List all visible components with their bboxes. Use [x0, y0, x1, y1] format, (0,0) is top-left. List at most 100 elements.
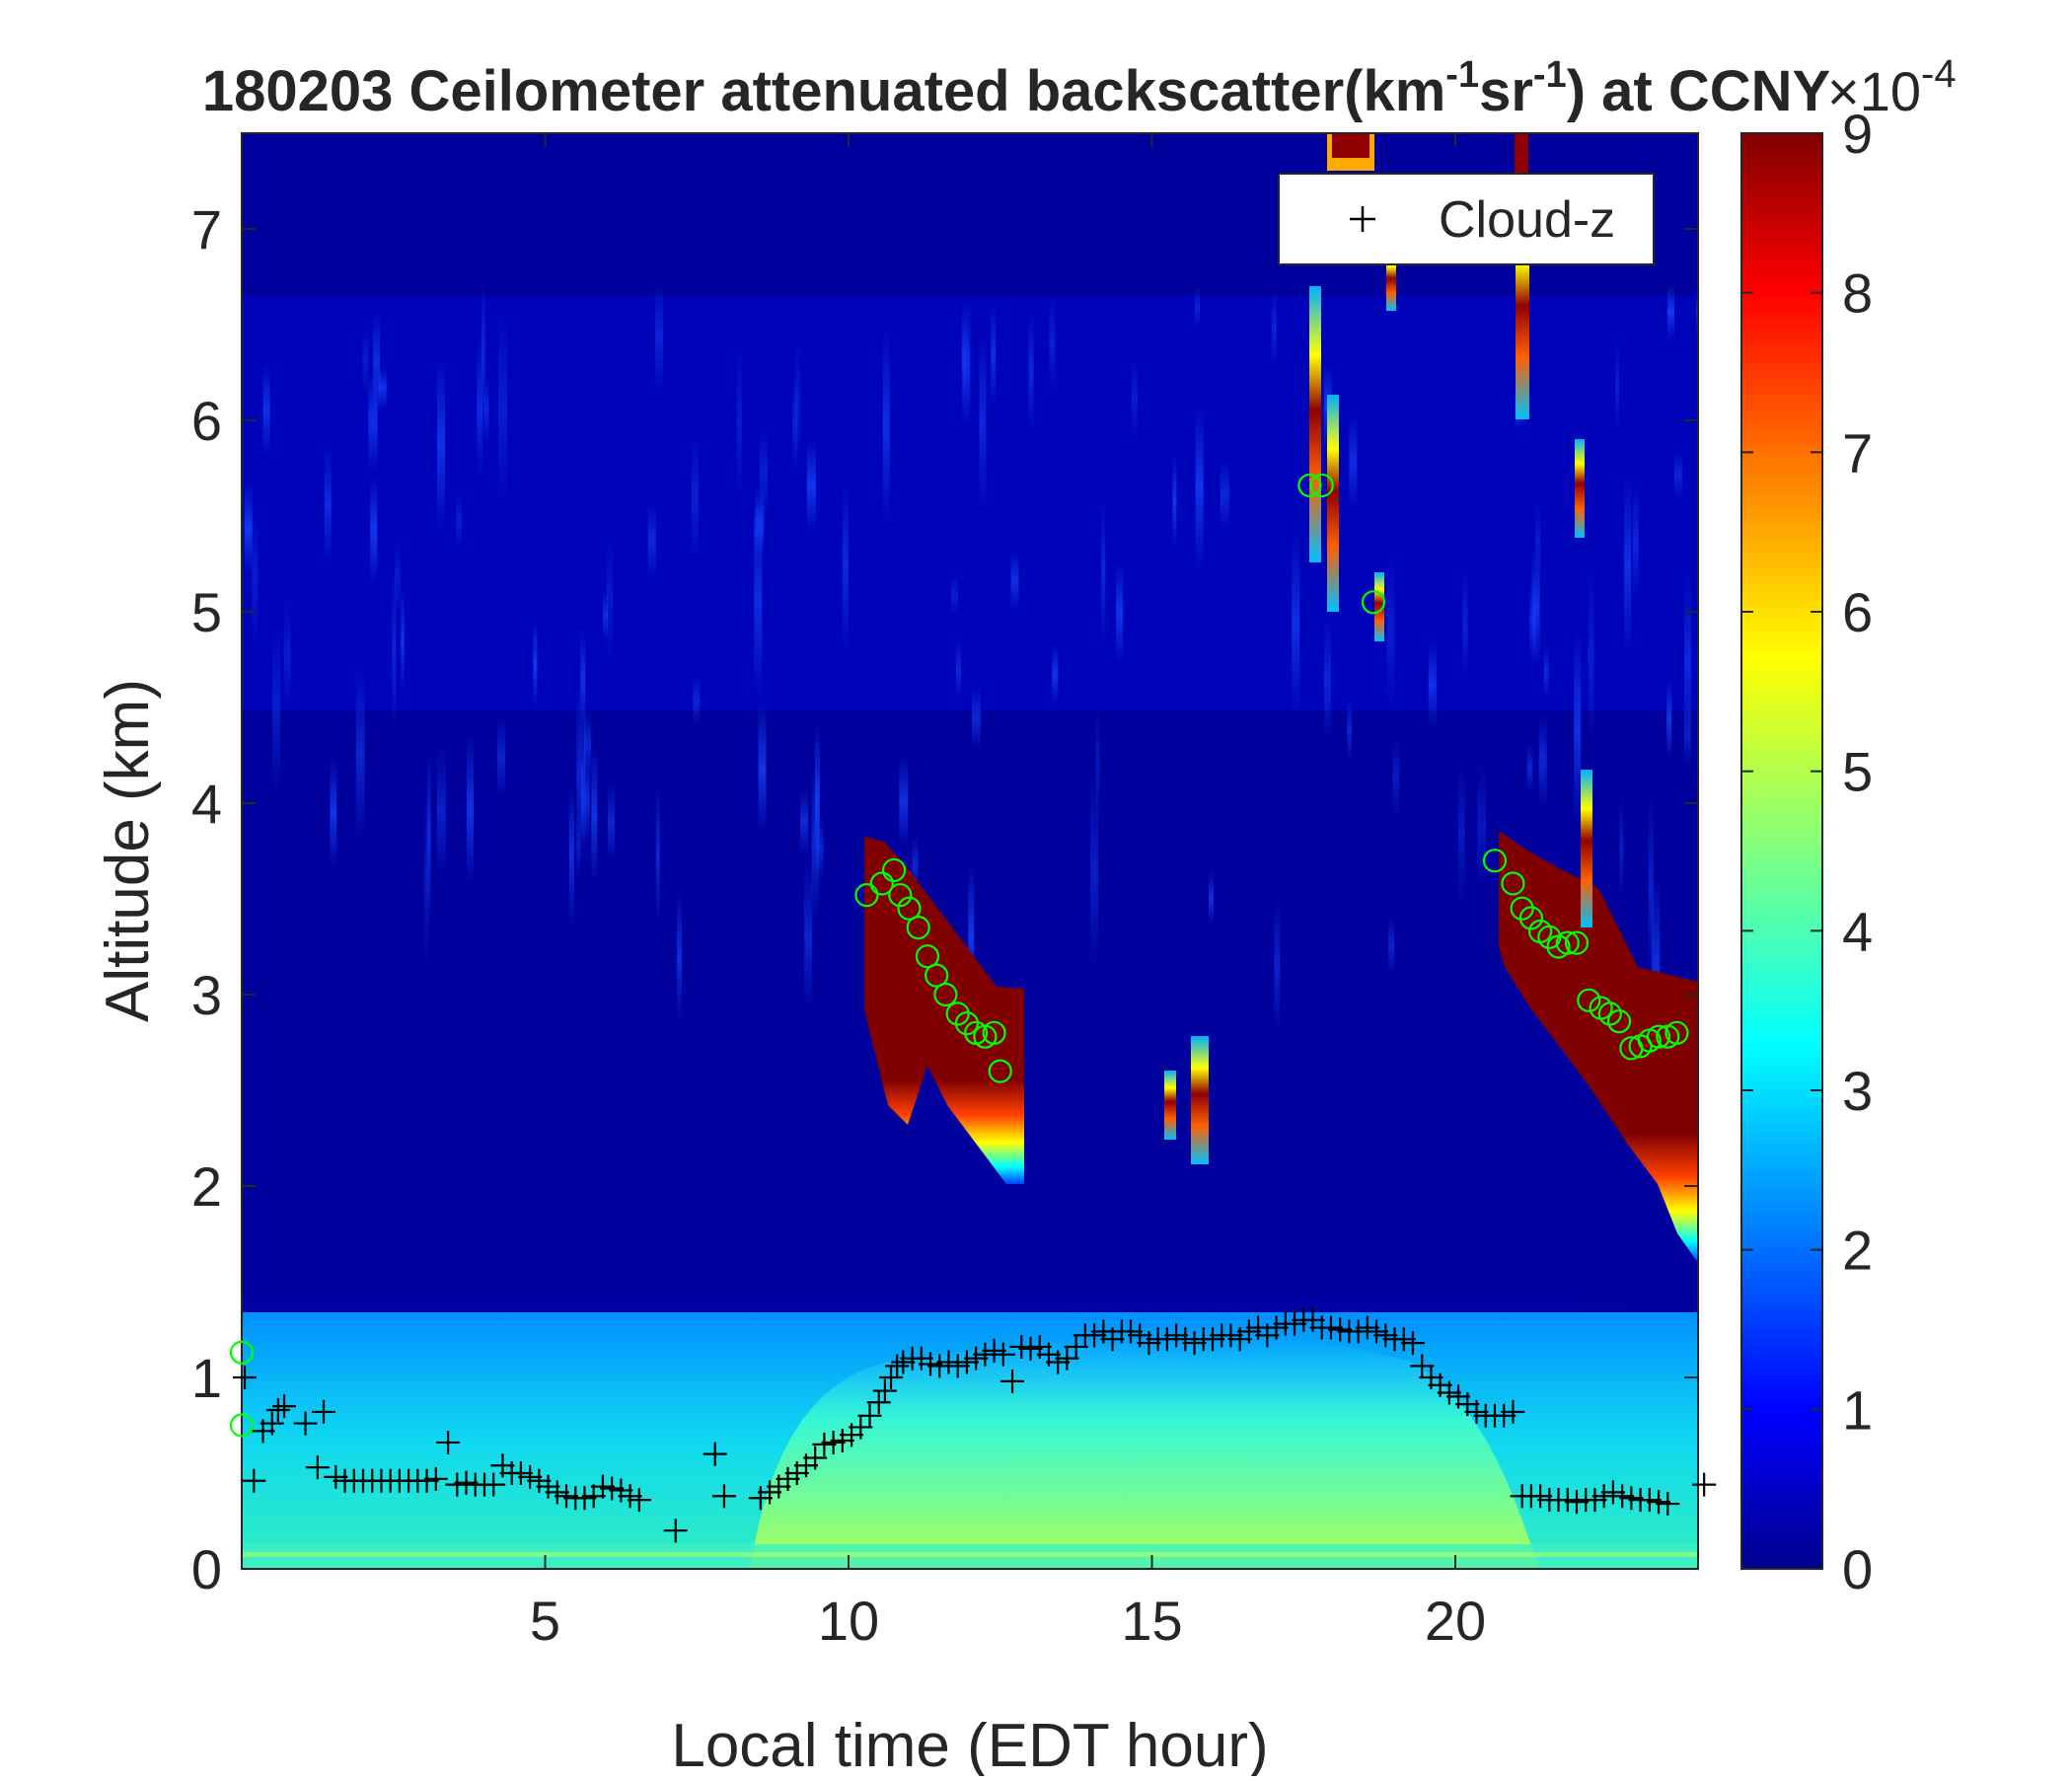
colorbar-tick-label: 5	[1842, 741, 1873, 803]
noise-streak	[1588, 569, 1594, 746]
cloud-z-marker	[1391, 1327, 1416, 1352]
y-tick-label: 6	[191, 390, 222, 452]
noise-streak	[1477, 763, 1487, 893]
y-tick-label: 3	[191, 964, 222, 1026]
noise-streak	[1090, 776, 1099, 968]
cloud-z-marker	[991, 1342, 1015, 1367]
colorbar-ticks: 0 1 2 3 4 5 6 7 8 9	[1741, 103, 1873, 1600]
cloud-z-marker	[964, 1346, 989, 1371]
noise-streak	[736, 348, 742, 497]
cloud-z-marker	[830, 1429, 854, 1453]
noise-streak	[1624, 476, 1632, 655]
cloud-base-circle-marker	[888, 883, 913, 908]
noise-streak	[608, 781, 615, 862]
cloud-base-circle-marker	[854, 883, 879, 908]
noise-streak	[426, 748, 431, 923]
cloud-base-circle-marker	[1564, 930, 1590, 955]
noise-streak	[693, 676, 701, 726]
noise-streak	[533, 620, 538, 709]
cloud-base-circle-marker	[945, 1002, 970, 1026]
cloud-base-circle-marker	[933, 982, 958, 1007]
noise-streak	[568, 781, 574, 930]
noise-streak	[968, 862, 975, 1009]
noise-streak	[1531, 548, 1540, 666]
noise-streak	[1538, 711, 1547, 808]
cloud-base-circle-marker	[1537, 925, 1562, 949]
cloud-z-marker	[879, 1366, 904, 1389]
colorbar-tick-label: 8	[1842, 262, 1873, 325]
noise-streak	[792, 376, 798, 474]
noise-streak	[1543, 645, 1549, 700]
cloud-z-marker	[803, 1446, 828, 1470]
noise-streak	[1194, 286, 1200, 329]
x-tick-label: 5	[530, 1590, 560, 1652]
noise-streak	[584, 711, 591, 778]
cloud-z-marker	[919, 1352, 943, 1376]
noise-streak	[262, 364, 270, 456]
noise-streak	[951, 575, 959, 616]
cloud-base-circle-marker	[1518, 906, 1543, 930]
noise-streak	[423, 789, 429, 971]
cloud-z-marker	[1656, 1492, 1680, 1517]
cloud-base-circle-marker	[1555, 930, 1580, 955]
noise-streak	[1052, 644, 1059, 705]
noise-streak	[1428, 640, 1437, 728]
noise-streak	[436, 745, 446, 878]
cloud-z-marker	[849, 1415, 873, 1440]
cloud-z-marker	[891, 1350, 916, 1374]
cloud-z-marker	[481, 1472, 506, 1497]
cloud-base-circle-marker	[954, 1010, 980, 1036]
cloud-z-marker	[1400, 1331, 1425, 1356]
title-tail: ) at CCNY	[1567, 59, 1830, 123]
legend-box	[1278, 173, 1655, 265]
noise-streak	[1615, 338, 1619, 434]
noise-streak	[760, 428, 768, 516]
noise-streak	[654, 281, 663, 393]
noise-streak	[1010, 552, 1019, 611]
noise-streaks	[244, 281, 1698, 1052]
cloud-z-marker	[508, 1461, 533, 1485]
noise-streak	[283, 600, 291, 709]
y-tick-label: 5	[191, 581, 222, 643]
cloud-z-marker	[857, 1403, 882, 1428]
cloud-base-circle-marker	[1297, 473, 1322, 498]
noise-streak	[1457, 760, 1465, 909]
y-axis-ticks: 0 1 2 3 4 5 6 7	[191, 198, 1698, 1600]
noise-streak	[1652, 875, 1661, 1052]
cloud-z-marker	[872, 1378, 897, 1403]
noise-streak	[1462, 570, 1468, 680]
noise-streak	[811, 762, 819, 927]
cloud-z-marker	[711, 1484, 736, 1509]
noise-streak	[991, 303, 997, 406]
cloud-z-marker	[1528, 1484, 1553, 1509]
noise-streak	[373, 312, 381, 416]
cloud-z-marker	[555, 1484, 579, 1509]
noise-streak	[355, 668, 365, 841]
cloud-z-marker	[259, 1411, 284, 1436]
noise-streak	[806, 441, 816, 531]
noise-streak	[971, 687, 981, 750]
cloud-z-marker	[1264, 1315, 1289, 1340]
cloud-base-circle-marker	[869, 871, 894, 896]
noise-streak	[758, 703, 767, 834]
legend: Cloud-z	[1278, 173, 1655, 265]
noise-streak	[330, 757, 337, 868]
noise-streak	[437, 357, 445, 531]
noise-streak	[481, 281, 485, 420]
cloud-z-marker	[423, 1466, 448, 1491]
cloud-z-marker	[954, 1350, 979, 1374]
noise-streak	[244, 483, 253, 573]
noise-streak	[800, 788, 808, 855]
noise-streak	[1666, 680, 1672, 760]
noise-streak	[456, 491, 463, 550]
cloud-base-circle-marker	[1501, 871, 1525, 896]
cloud-z-marker	[821, 1430, 846, 1454]
noise-streak	[1574, 631, 1582, 827]
title-exp-1: -1	[1445, 54, 1479, 96]
noise-streak	[1271, 289, 1277, 368]
cloud-base-circle-marker	[915, 944, 940, 969]
cloud-base-circle-marker	[988, 1059, 1012, 1083]
cloud-z-marker	[1355, 1315, 1379, 1340]
noise-streak	[1101, 502, 1106, 642]
